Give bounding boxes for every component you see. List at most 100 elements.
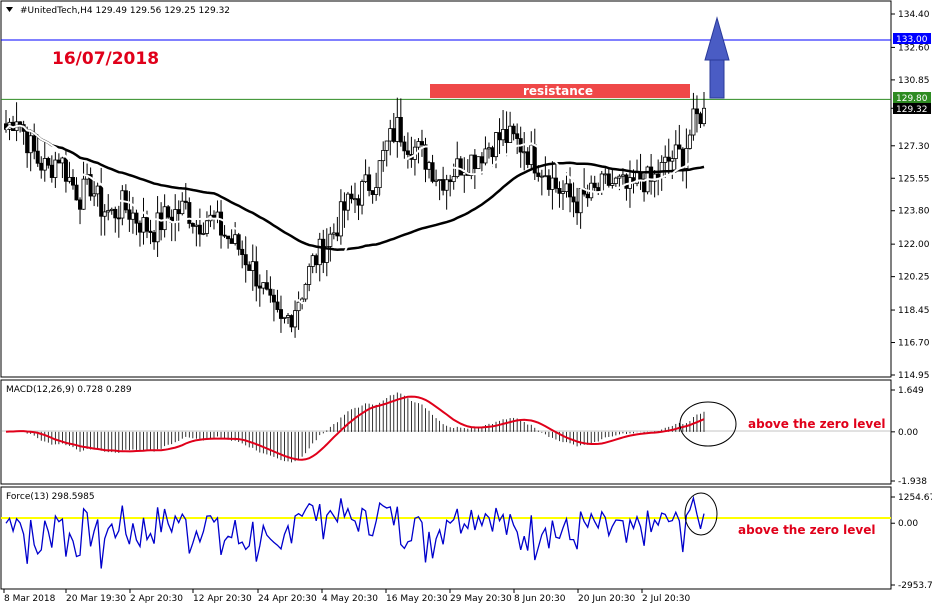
x-tick-label: 2 Apr 20:30 bbox=[130, 594, 183, 604]
candle bbox=[684, 128, 689, 189]
candle bbox=[405, 132, 410, 169]
macd-signal-line bbox=[5, 395, 705, 461]
resistance-bar bbox=[430, 84, 690, 98]
price-tag-129-80: 129.80 bbox=[893, 92, 931, 104]
x-tick-label: 16 May 20:30 bbox=[386, 594, 448, 604]
svg-text:129.80: 129.80 bbox=[896, 94, 928, 104]
y-tick-label: 123.80 bbox=[898, 207, 930, 217]
candle bbox=[345, 191, 350, 221]
candle bbox=[592, 175, 597, 193]
force-y-tick-label: 0.00 bbox=[898, 519, 918, 529]
candle bbox=[162, 194, 167, 238]
candle bbox=[240, 240, 245, 269]
candle bbox=[557, 181, 562, 208]
candle bbox=[398, 98, 403, 147]
force-annotation: above the zero level bbox=[738, 523, 875, 537]
candle bbox=[303, 282, 308, 302]
x-tick-label: 4 May 20:30 bbox=[322, 594, 378, 604]
candle bbox=[268, 276, 273, 303]
price-tag-129-32: 129.32 bbox=[893, 103, 931, 115]
candle bbox=[374, 172, 379, 202]
candle bbox=[70, 169, 75, 190]
candle bbox=[88, 167, 93, 201]
svg-text:133.00: 133.00 bbox=[896, 35, 928, 45]
candle bbox=[677, 124, 682, 150]
candle bbox=[236, 232, 241, 256]
candle bbox=[673, 130, 678, 173]
candle bbox=[444, 174, 449, 210]
force-index-line bbox=[5, 495, 705, 569]
candle bbox=[610, 169, 615, 190]
candle bbox=[180, 192, 185, 216]
candle bbox=[328, 226, 333, 262]
force-header: Force(13) 298.5985 bbox=[6, 492, 95, 502]
candle bbox=[553, 162, 558, 193]
candle bbox=[222, 225, 227, 238]
candle bbox=[204, 211, 209, 237]
candle bbox=[123, 184, 128, 214]
candle bbox=[81, 161, 86, 210]
candle bbox=[264, 270, 269, 291]
x-tick-label: 8 Jun 20:30 bbox=[514, 594, 566, 604]
candle bbox=[324, 228, 329, 277]
candle bbox=[515, 123, 520, 155]
candle bbox=[296, 291, 301, 330]
up-arrow-icon bbox=[704, 16, 730, 99]
resistance-label: resistance bbox=[523, 84, 593, 98]
candle bbox=[691, 92, 696, 141]
candle bbox=[53, 151, 58, 188]
candle bbox=[226, 235, 231, 249]
candle bbox=[377, 160, 382, 198]
price-tag-133: 133.00 bbox=[893, 33, 931, 45]
x-tick-label: 29 May 20:30 bbox=[450, 594, 512, 604]
candle bbox=[102, 204, 107, 236]
candle bbox=[254, 244, 259, 302]
candle bbox=[32, 123, 37, 160]
force-panel-frame bbox=[0, 486, 892, 590]
macd-header: MACD(12,26,9) 0.728 0.289 bbox=[6, 385, 132, 395]
candle bbox=[367, 166, 372, 197]
candle bbox=[99, 167, 104, 236]
date-annotation: 16/07/2018 bbox=[52, 49, 159, 69]
candle bbox=[384, 140, 389, 167]
candle bbox=[476, 156, 481, 170]
y-tick-label: 122.00 bbox=[898, 240, 930, 250]
candle bbox=[508, 111, 513, 143]
candle bbox=[278, 295, 283, 333]
force-highlight-circle bbox=[684, 492, 718, 536]
y-tick-label: 134.40 bbox=[898, 10, 930, 20]
candle bbox=[271, 289, 276, 322]
candle bbox=[148, 219, 153, 245]
macd-annotation: above the zero level bbox=[748, 417, 885, 431]
y-tick-label: 116.70 bbox=[898, 339, 930, 349]
y-tick-label: 130.85 bbox=[898, 76, 930, 86]
x-tick-label: 2 Jul 20:30 bbox=[642, 594, 691, 604]
candle bbox=[293, 300, 298, 338]
candles bbox=[4, 91, 707, 338]
candle bbox=[113, 206, 118, 233]
candle bbox=[92, 178, 97, 207]
candle bbox=[338, 189, 343, 245]
dropdown-triangle-icon[interactable] bbox=[6, 7, 13, 12]
candle bbox=[402, 135, 407, 159]
candle bbox=[282, 316, 287, 324]
candle bbox=[606, 166, 611, 188]
candle bbox=[219, 200, 224, 249]
candle bbox=[702, 91, 707, 127]
candle bbox=[613, 176, 618, 187]
x-tick-label: 20 Mar 19:30 bbox=[66, 594, 126, 604]
candle bbox=[419, 129, 424, 157]
candle bbox=[458, 156, 463, 176]
candle bbox=[187, 197, 192, 229]
candle bbox=[166, 204, 171, 221]
candle bbox=[430, 154, 435, 184]
main-chart-header: #UnitedTech,H4 129.49 129.56 129.25 129.… bbox=[20, 6, 230, 16]
svg-text:129.32: 129.32 bbox=[896, 105, 928, 115]
macd-y-tick-label: 0.00 bbox=[898, 428, 918, 438]
candle bbox=[381, 141, 386, 172]
candle bbox=[687, 129, 692, 150]
candle bbox=[243, 234, 248, 283]
candle bbox=[46, 156, 51, 169]
candle bbox=[201, 222, 206, 236]
